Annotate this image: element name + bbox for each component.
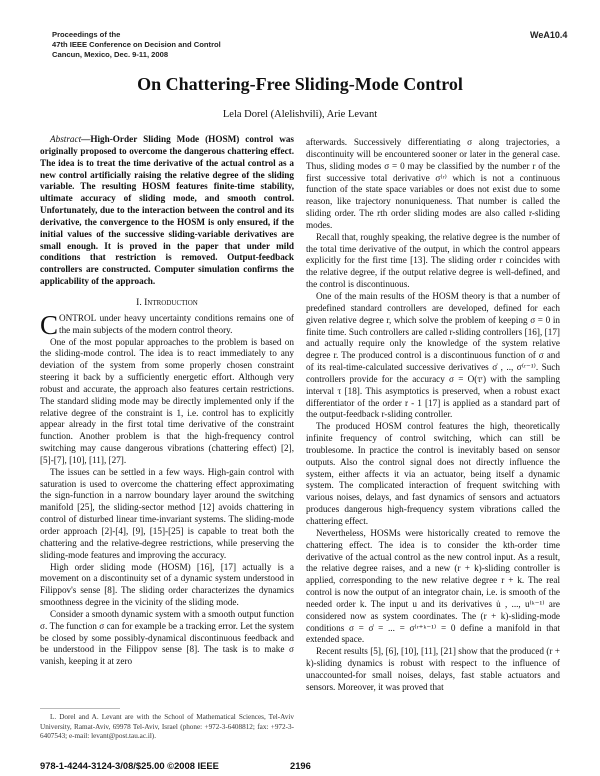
abstract-label: Abstract [50,134,82,144]
paragraph: Recent results [5], [6], [10], [11], [21… [306,646,560,692]
proceedings-header: Proceedings of the 47th IEEE Conference … [52,30,221,60]
paragraph: Nevertheless, HOSMs were historically cr… [306,527,560,645]
paragraph: Consider a smooth dynamic system with a … [40,608,294,667]
abstract: Abstract—High-Order Sliding Mode (HOSM) … [40,134,294,288]
paragraph: The produced HOSM control features the h… [306,421,560,526]
paper-authors: Lela Dorel (Alelishvili), Arie Levant [222,109,378,120]
author-footnote: L. Dorel and A. Levant are with the Scho… [40,713,294,740]
intro-paragraph: C ONTROL under heavy uncertainty conditio… [40,309,294,340]
drop-cap: C [40,309,59,340]
right-column: afterwards. Successively differentiating… [306,137,560,694]
paragraph-continuation: afterwards. Successively differentiating… [306,137,560,230]
proceedings-line: 47th IEEE Conference on Decision and Con… [52,40,221,49]
section-heading: I. Introduction [136,296,198,308]
paper-title: On Chattering-Free Sliding-Mode Control [137,74,463,94]
paragraph: One of the most popular approaches to th… [40,336,294,465]
isbn-footer: 978-1-4244-3124-3/08/$25.00 ©2008 IEEE [40,760,219,771]
left-column: Abstract—High-Order Sliding Mode (HOSM) … [40,134,294,668]
proceedings-line: Cancun, Mexico, Dec. 9-11, 2008 [52,50,169,59]
proceedings-line: Proceedings of the [52,30,121,39]
paragraph: One of the main results of the HOSM theo… [306,290,560,420]
intro-first-text: ONTROL under heavy uncertainty condition… [59,312,294,335]
abstract-text: —High-Order Sliding Mode (HOSM) control … [40,134,294,287]
page-number: 2196 [290,760,311,771]
paragraph: Recall that, roughly speaking, the relat… [306,231,560,290]
session-code: WeA10.4 [530,30,568,40]
paragraph: High order sliding mode (HOSM) [16], [17… [40,561,294,608]
paragraph: The issues can be settled in a few ways.… [40,466,294,560]
footnote-divider [40,708,120,709]
